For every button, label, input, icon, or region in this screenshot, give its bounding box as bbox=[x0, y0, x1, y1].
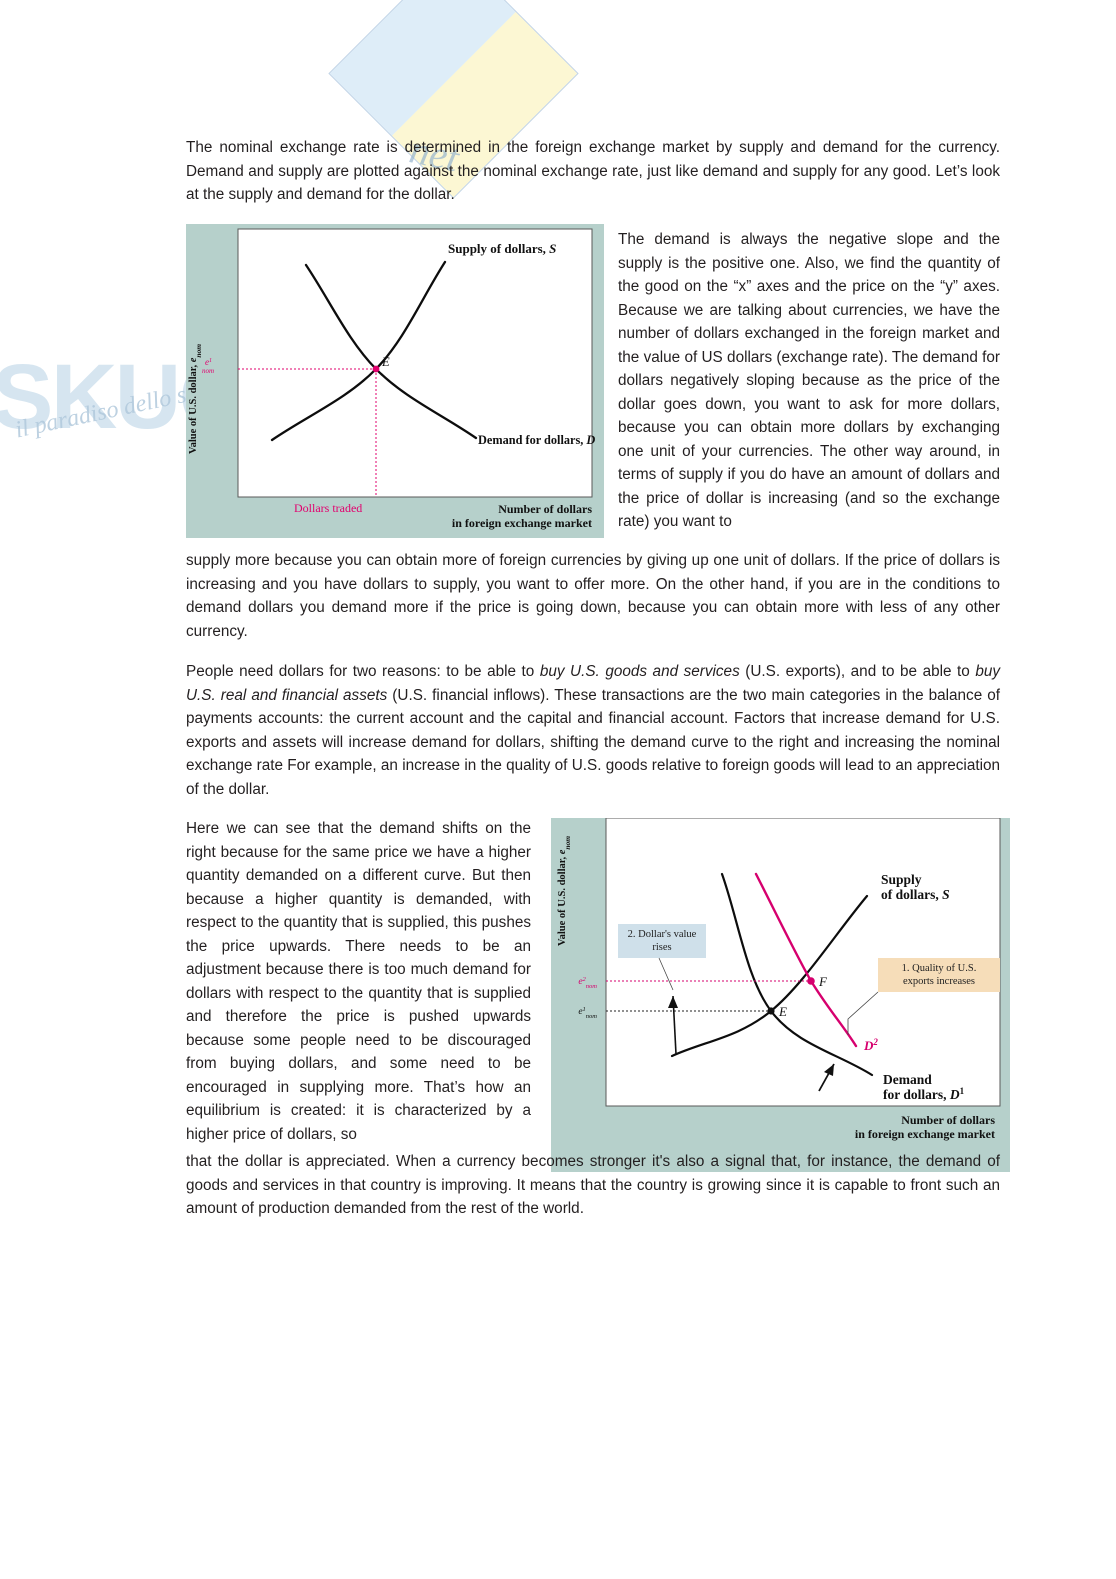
svg-text:in foreign exchange market: in foreign exchange market bbox=[855, 1127, 995, 1141]
svg-text:Demand for dollars, D: Demand for dollars, D bbox=[478, 433, 595, 447]
svg-text:in foreign exchange market: in foreign exchange market bbox=[452, 516, 592, 530]
svg-text:e2nom: e2nom bbox=[578, 976, 597, 990]
svg-text:e1nom: e1nom bbox=[578, 1006, 597, 1020]
svg-text:E: E bbox=[381, 355, 390, 369]
svg-text:Supply: Supply bbox=[881, 872, 922, 887]
svg-text:E: E bbox=[778, 1004, 787, 1019]
svg-text:Supply of dollars, S: Supply of dollars, S bbox=[448, 241, 556, 256]
svg-text:Value of U.S. dollar, enom: Value of U.S. dollar, enom bbox=[188, 344, 203, 454]
svg-text:Demand: Demand bbox=[883, 1072, 932, 1087]
svg-text:Number of dollars: Number of dollars bbox=[901, 1113, 995, 1127]
svg-text:rises: rises bbox=[652, 942, 671, 953]
svg-text:e1: e1 bbox=[205, 357, 212, 367]
svg-text:1. Quality of U.S.: 1. Quality of U.S. bbox=[902, 963, 977, 974]
svg-text:2. Dollar's value: 2. Dollar's value bbox=[628, 929, 697, 940]
svg-text:nom: nom bbox=[202, 367, 214, 375]
svg-text:Value of U.S. dollar, enom: Value of U.S. dollar, enom bbox=[557, 836, 572, 946]
svg-text:exports increases: exports increases bbox=[903, 976, 975, 987]
svg-text:for dollars, D1: for dollars, D1 bbox=[883, 1086, 965, 1102]
svg-text:Dollars traded: Dollars traded bbox=[294, 501, 362, 515]
svg-text:of dollars, S: of dollars, S bbox=[881, 887, 950, 902]
svg-text:Number of dollars: Number of dollars bbox=[498, 502, 592, 516]
svg-text:F: F bbox=[818, 974, 828, 989]
